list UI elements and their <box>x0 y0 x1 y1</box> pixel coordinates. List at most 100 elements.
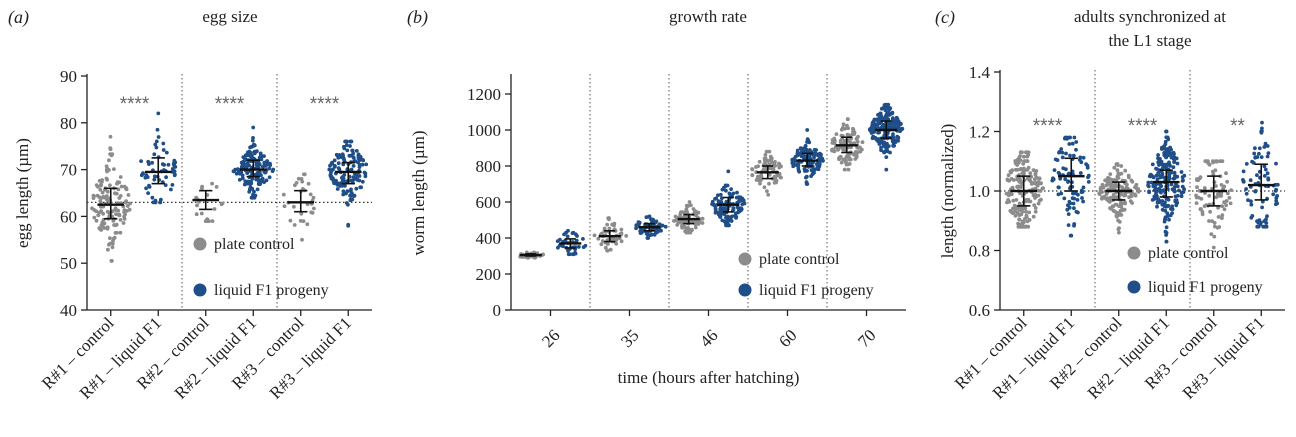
data-point <box>843 160 848 165</box>
data-point <box>1031 214 1036 219</box>
data-point <box>346 222 351 227</box>
data-point <box>1108 172 1113 177</box>
data-point <box>1169 152 1174 157</box>
x-tick-label: 60 <box>775 326 800 351</box>
data-point <box>1079 188 1084 193</box>
data-point <box>1194 193 1198 198</box>
data-point <box>808 148 812 152</box>
data-point <box>341 189 346 194</box>
data-point <box>1119 171 1124 176</box>
data-point <box>92 194 96 199</box>
data-point <box>1100 182 1105 187</box>
data-point <box>726 169 731 174</box>
data-point <box>1256 224 1261 229</box>
data-point <box>299 177 304 181</box>
data-point <box>566 248 570 253</box>
data-point <box>112 235 117 240</box>
data-point <box>357 178 362 183</box>
data-point <box>125 204 130 208</box>
data-point <box>1071 191 1076 196</box>
data-point <box>194 212 199 217</box>
data-point <box>1127 195 1131 200</box>
data-point <box>678 214 683 219</box>
data-point <box>1019 150 1024 155</box>
data-point <box>657 222 662 227</box>
data-point <box>710 199 715 204</box>
data-point <box>765 189 769 194</box>
data-point <box>331 176 335 181</box>
data-point <box>596 236 601 241</box>
data-point <box>763 153 768 157</box>
data-point <box>1013 213 1018 218</box>
data-point <box>1169 170 1174 175</box>
data-point <box>1249 215 1254 220</box>
data-point <box>118 175 123 179</box>
data-point <box>696 222 701 226</box>
data-point <box>122 210 126 215</box>
data-point <box>1015 168 1020 172</box>
data-point <box>294 181 299 185</box>
data-point <box>1208 209 1212 214</box>
y-tick-label: 200 <box>476 265 502 284</box>
data-points-0 <box>1004 150 1045 229</box>
data-point <box>1166 203 1171 208</box>
data-point <box>98 187 103 192</box>
y-tick-label: 0 <box>493 301 502 320</box>
data-point <box>772 174 777 179</box>
data-point <box>1154 166 1158 171</box>
data-point <box>1156 156 1160 161</box>
y-tick-label: 40 <box>60 301 77 320</box>
data-point <box>1222 184 1227 189</box>
data-point <box>1033 206 1038 210</box>
data-point <box>1125 182 1129 187</box>
data-point <box>1020 219 1025 224</box>
data-point <box>876 137 881 141</box>
data-point <box>118 230 123 235</box>
data-point <box>122 214 126 219</box>
data-point <box>1252 151 1257 156</box>
data-point <box>267 166 272 171</box>
data-point <box>876 130 880 135</box>
data-point <box>687 200 692 204</box>
data-point <box>1180 179 1185 183</box>
data-point <box>1265 154 1270 159</box>
data-point <box>336 155 341 160</box>
data-point <box>259 157 264 162</box>
data-point <box>260 179 265 184</box>
data-point <box>1133 185 1137 190</box>
data-point <box>737 209 742 214</box>
significance-label: ** <box>1230 116 1245 137</box>
data-point <box>1171 165 1176 170</box>
data-point <box>1024 150 1028 155</box>
data-point <box>650 232 654 237</box>
data-point <box>108 183 112 188</box>
data-point <box>841 122 846 127</box>
data-point <box>239 170 244 175</box>
y-tick-label: 1000 <box>467 121 501 140</box>
data-point <box>194 195 199 200</box>
data-point <box>1068 153 1072 158</box>
data-point <box>763 156 767 161</box>
data-point <box>312 206 316 211</box>
data-points-5 <box>1241 120 1280 229</box>
data-point <box>349 178 354 183</box>
data-point <box>153 200 158 205</box>
data-point <box>1173 194 1178 199</box>
data-point <box>1017 201 1022 206</box>
data-point <box>807 153 812 158</box>
data-point <box>1117 213 1122 217</box>
data-point <box>1050 178 1055 183</box>
data-point <box>581 245 586 250</box>
data-point <box>1163 215 1168 220</box>
data-point <box>1114 195 1118 200</box>
data-point <box>337 167 342 172</box>
data-point <box>842 167 847 172</box>
data-point <box>328 163 332 168</box>
data-point <box>1064 151 1068 156</box>
data-point <box>1262 145 1267 149</box>
data-point <box>718 192 723 197</box>
data-point <box>896 125 901 130</box>
data-point <box>1260 205 1264 210</box>
data-point <box>884 155 889 160</box>
data-point <box>1262 219 1267 224</box>
